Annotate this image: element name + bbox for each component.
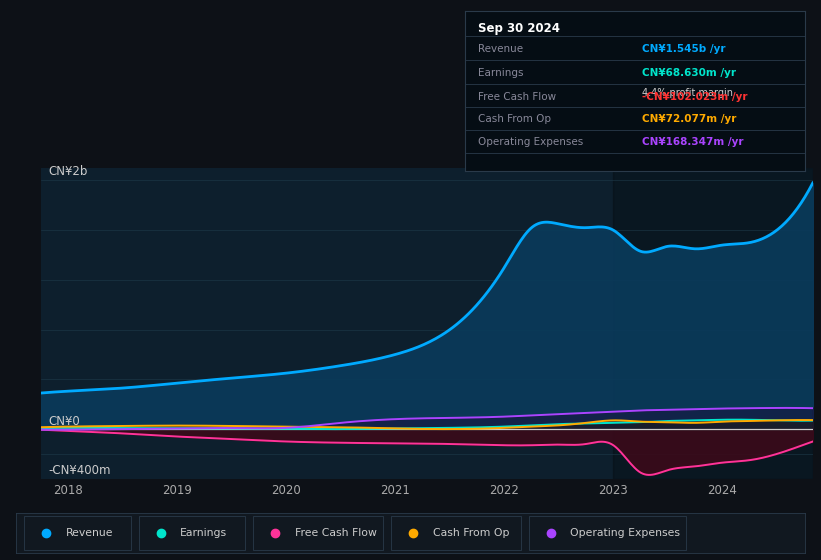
Text: Free Cash Flow: Free Cash Flow (295, 528, 377, 538)
Text: Operating Expenses: Operating Expenses (479, 137, 584, 147)
Text: Sep 30 2024: Sep 30 2024 (479, 22, 560, 35)
Text: Operating Expenses: Operating Expenses (571, 528, 681, 538)
Text: -CN¥400m: -CN¥400m (48, 464, 111, 477)
Text: Earnings: Earnings (479, 68, 524, 78)
Text: CN¥72.077m /yr: CN¥72.077m /yr (642, 114, 736, 124)
Text: Revenue: Revenue (479, 44, 524, 54)
Text: Cash From Op: Cash From Op (479, 114, 552, 124)
Bar (613, 168, 813, 479)
Text: CN¥168.347m /yr: CN¥168.347m /yr (642, 137, 743, 147)
Text: 4.4% profit margin: 4.4% profit margin (642, 88, 733, 99)
Text: Earnings: Earnings (181, 528, 227, 538)
Text: -CN¥102.023m /yr: -CN¥102.023m /yr (642, 92, 747, 101)
Text: Revenue: Revenue (66, 528, 113, 538)
Text: CN¥0: CN¥0 (48, 415, 80, 428)
Text: Cash From Op: Cash From Op (433, 528, 509, 538)
Text: CN¥1.545b /yr: CN¥1.545b /yr (642, 44, 726, 54)
Text: Free Cash Flow: Free Cash Flow (479, 92, 557, 101)
Text: CN¥2b: CN¥2b (48, 165, 88, 178)
Text: CN¥68.630m /yr: CN¥68.630m /yr (642, 68, 736, 78)
